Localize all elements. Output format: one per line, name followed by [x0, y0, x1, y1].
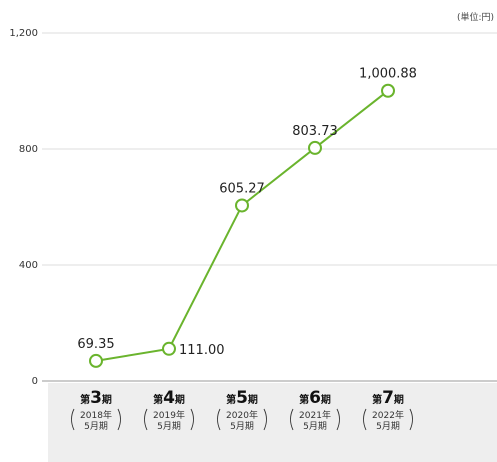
bracket-right [336, 408, 340, 431]
y-tick-label: 800 [19, 144, 38, 155]
category-year: 2021年 [299, 409, 331, 421]
data-label: 1,000.88 [359, 67, 417, 82]
category-year: 2020年 [226, 409, 258, 421]
category-year: 2019年 [153, 409, 185, 421]
y-tick-label: 1,200 [9, 28, 38, 39]
unit-label: (単位:円) [457, 11, 494, 23]
category-month: 5月期 [303, 421, 327, 432]
bracket-left [144, 408, 148, 431]
category-label: 第5期 [226, 388, 258, 408]
data-point [162, 341, 176, 356]
bracket-right [117, 408, 121, 431]
data-points [89, 83, 395, 368]
data-point [89, 353, 103, 368]
category-label: 第3期 [80, 388, 112, 408]
data-labels: 69.35 111.00 605.27 803.73 1,000.88 [77, 67, 417, 358]
category-year: 2022年 [372, 409, 404, 421]
y-tick-label: 0 [32, 376, 38, 387]
gridlines [42, 32, 497, 382]
bracket-left [217, 408, 221, 431]
data-point [235, 198, 249, 213]
y-tick-labels: 0 400 800 1,200 [9, 28, 38, 387]
bracket-right [190, 408, 194, 431]
category-label: 第6期 [299, 388, 331, 408]
series-line [95, 89, 389, 362]
category-year: 2018年 [80, 409, 112, 421]
data-label: 605.27 [219, 181, 265, 196]
bracket-right [409, 408, 413, 431]
category-month: 5月期 [230, 421, 254, 432]
category-label: 第7期 [372, 388, 404, 408]
y-tick-label: 400 [19, 260, 38, 271]
data-point [381, 83, 395, 98]
bracket-right [263, 408, 267, 431]
category-month: 5月期 [84, 421, 108, 432]
bracket-left [363, 408, 367, 431]
data-label: 69.35 [77, 337, 114, 352]
category-month: 5月期 [376, 421, 400, 432]
category-labels: 第3期2018年5月期第4期2019年5月期第5期2020年5月期第6期2021… [71, 388, 413, 432]
data-point [308, 140, 322, 155]
category-label: 第4期 [153, 388, 185, 408]
data-label: 111.00 [179, 343, 225, 358]
x-axis-band [48, 383, 497, 462]
data-label: 803.73 [292, 124, 338, 139]
category-month: 5月期 [157, 421, 181, 432]
bracket-left [71, 408, 75, 431]
bracket-left [290, 408, 294, 431]
